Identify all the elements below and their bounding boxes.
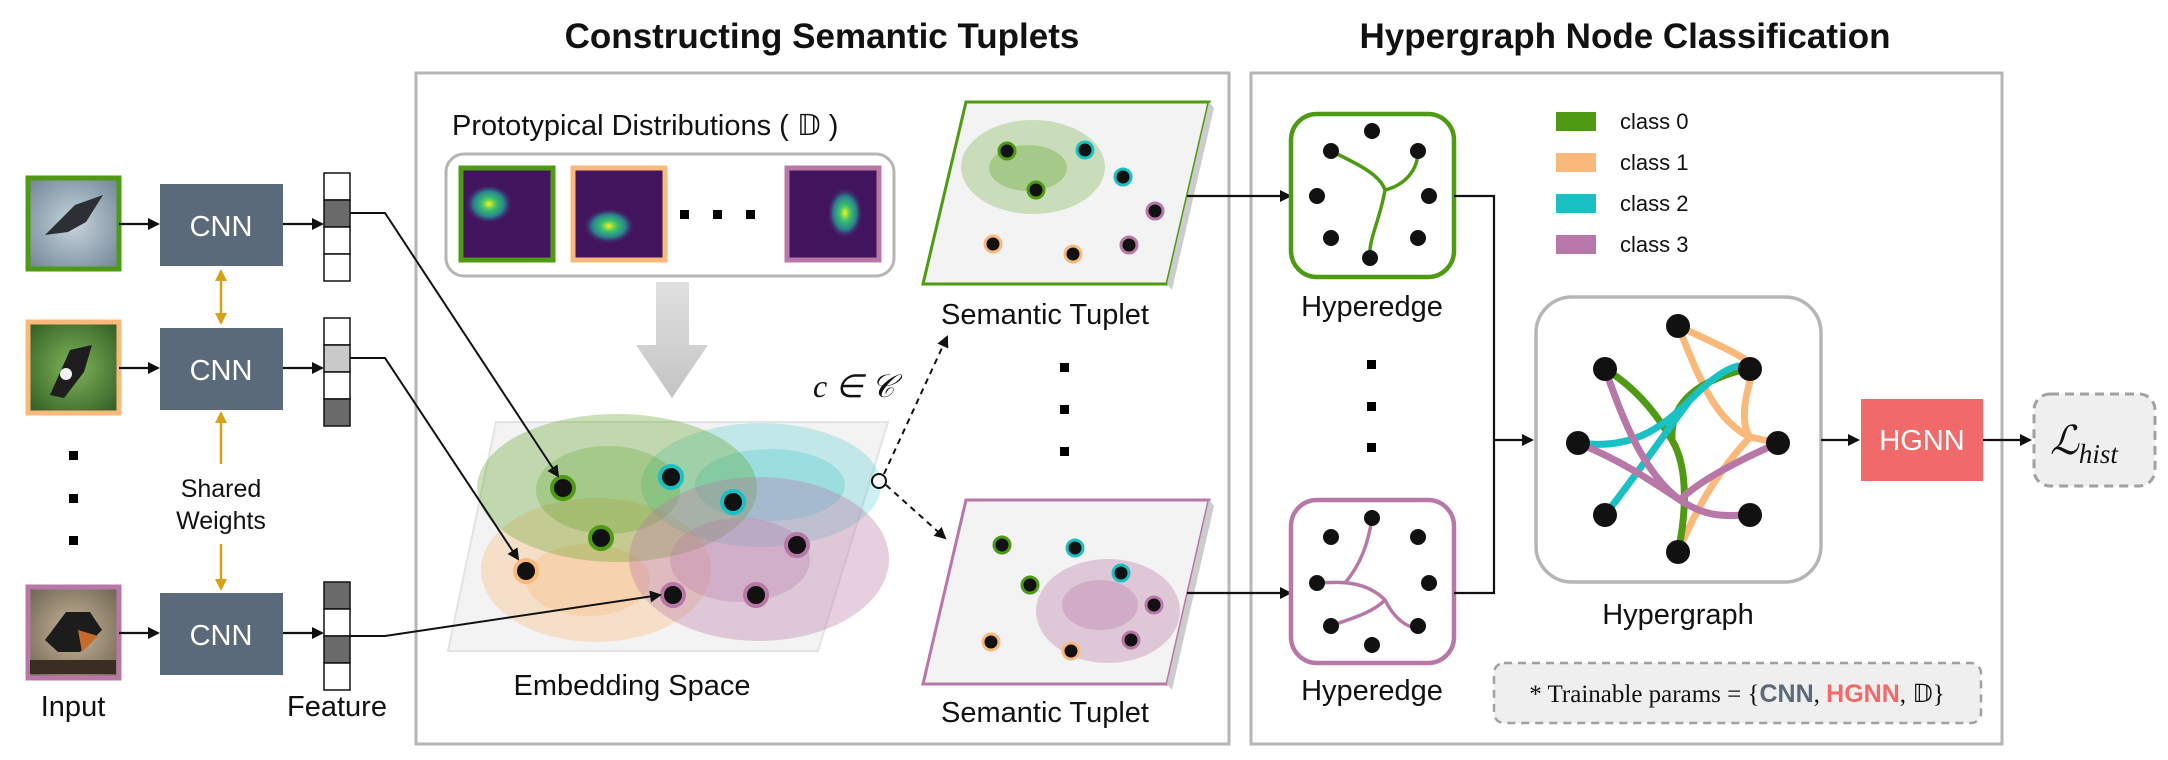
shared-weights-label-line1: Shared <box>181 475 262 503</box>
trainable-d: 𝔻 <box>1912 681 1932 708</box>
svg-text:HGNN: HGNN <box>1879 425 1964 457</box>
semantic-tuplet-top <box>921 100 1214 290</box>
svg-text:ℒhist: ℒhist <box>2050 418 2119 469</box>
c-in-C-label: c ∈ 𝒞 <box>813 368 903 404</box>
point-class2 <box>720 489 746 515</box>
trainable-hgnn: HGNN <box>1826 680 1900 708</box>
prototype-distribution-3 <box>784 165 882 263</box>
horizontal-ellipsis-icon <box>680 210 755 219</box>
embedding-space <box>446 414 890 652</box>
point-class0 <box>550 475 576 501</box>
svg-text:* Trainable params = {CNN, HGN: * Trainable params = {CNN, HGNN, 𝔻} <box>1529 680 1945 708</box>
proto-symbol: 𝔻 <box>797 110 821 142</box>
hypergraph-panel <box>1249 71 2004 746</box>
shared-weights-label-line2: Weights <box>176 507 266 535</box>
svg-text:CNN: CNN <box>190 620 253 652</box>
input-dots <box>69 451 78 545</box>
merge-connector <box>1454 194 1496 595</box>
hgnn-block: HGNN <box>1861 399 1983 481</box>
svg-text:Prototypical Distributions ( �: Prototypical Distributions ( 𝔻 ) <box>452 110 838 142</box>
feature-vector-1 <box>323 172 351 282</box>
bird-image-icon <box>45 195 103 235</box>
section-heading-tuplets: Constructing Semantic Tuplets <box>565 17 1080 56</box>
hyperedge-bottom <box>1288 497 1457 666</box>
vertical-ellipsis-icon <box>1060 363 1069 456</box>
feature-vector-3 <box>323 581 351 691</box>
svg-text:CNN: CNN <box>190 355 253 387</box>
cnn-block-1: CNN <box>160 184 283 266</box>
dashed-arrow <box>885 484 947 540</box>
branch-node <box>871 473 887 489</box>
prototypical-label: Prototypical Distributions ( <box>452 110 789 142</box>
hyperedge-label-top: Hyperedge <box>1301 291 1443 323</box>
input-label: Input <box>41 691 106 723</box>
feature-label: Feature <box>287 691 387 723</box>
legend-label-class-1: class 1 <box>1620 150 1688 175</box>
hyperedge-label-bottom: Hyperedge <box>1301 675 1443 707</box>
legend-swatch-class-2 <box>1556 194 1596 213</box>
trainable-params-note: * Trainable params = {CNN, HGNN, 𝔻} <box>1492 661 1983 725</box>
loss-box: ℒhist <box>2032 392 2157 488</box>
hypergraph-label: Hypergraph <box>1602 599 1754 631</box>
tuplets-panel <box>414 71 1231 746</box>
legend-swatch-class-3 <box>1556 235 1596 254</box>
input-image-3 <box>25 584 122 681</box>
semantic-tuplet-bottom <box>921 498 1214 690</box>
down-arrow-icon <box>636 282 708 398</box>
input-image-2 <box>25 319 122 416</box>
point-class0 <box>588 525 614 551</box>
point-class3 <box>660 582 686 608</box>
embedding-space-label: Embedding Space <box>514 670 751 702</box>
hyperedge-top <box>1288 111 1457 280</box>
vertical-ellipsis-icon <box>1367 360 1376 452</box>
feature-vector-2 <box>323 317 351 427</box>
point-class1 <box>513 558 539 584</box>
arrow <box>350 357 520 561</box>
point-class3 <box>743 582 769 608</box>
class-legend: class 0 class 1 class 2 class 3 <box>1556 109 1688 257</box>
hypergraph <box>1534 295 1823 584</box>
loss-subscript: hist <box>2079 439 2120 469</box>
section-heading-hypergraph: Hypergraph Node Classification <box>1360 17 1891 56</box>
svg-text:CNN: CNN <box>190 211 253 243</box>
input-image-1 <box>25 175 122 272</box>
legend-label-class-3: class 3 <box>1620 232 1688 257</box>
prototype-distribution-1 <box>570 165 668 263</box>
point-class3 <box>784 532 810 558</box>
point-class2 <box>658 464 684 490</box>
legend-swatch-class-1 <box>1556 153 1596 172</box>
prototype-distribution-0 <box>458 165 556 263</box>
legend-swatch-class-0 <box>1556 112 1596 131</box>
cnn-block-2: CNN <box>160 328 283 410</box>
legend-label-class-0: class 0 <box>1620 109 1688 134</box>
trainable-cnn: CNN <box>1759 680 1813 708</box>
loss-symbol: ℒ <box>2050 418 2080 463</box>
vertical-ellipsis-icon <box>69 451 78 460</box>
semantic-tuplet-label-bottom: Semantic Tuplet <box>941 697 1149 729</box>
semantic-tuplet-label-top: Semantic Tuplet <box>941 299 1149 331</box>
prototype-group <box>444 152 896 278</box>
arrow <box>350 590 662 637</box>
arrow <box>350 212 560 478</box>
dashed-arrow <box>883 335 949 475</box>
legend-label-class-2: class 2 <box>1620 191 1688 216</box>
cnn-block-3: CNN <box>160 593 283 675</box>
